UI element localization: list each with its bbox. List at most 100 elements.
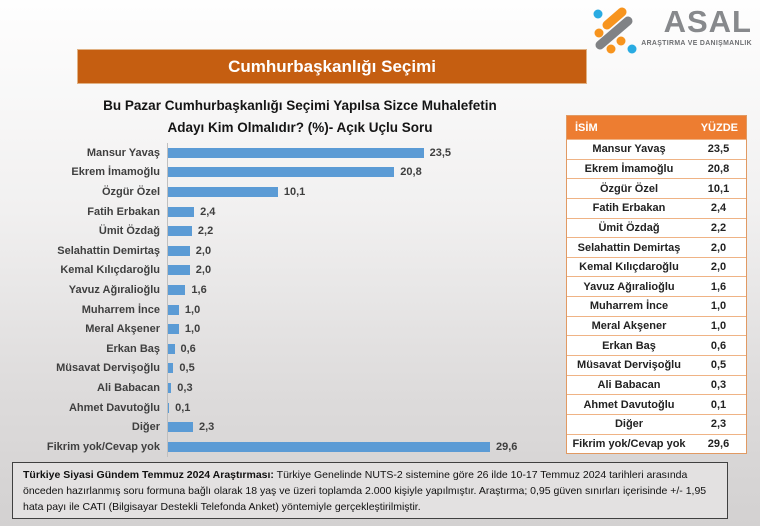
- table-cell-name: Fatih Erbakan: [592, 202, 666, 215]
- table-row: Mansur Yavaş 23,5: [567, 139, 746, 159]
- table-row: Kemal Kılıçdaroğlu 2,0: [567, 256, 746, 277]
- bar-track: 2,0: [167, 260, 560, 281]
- table-cell-value: 29,6: [707, 437, 730, 450]
- table-row: Ekrem İmamoğlu 20,8: [567, 158, 746, 179]
- bar-category-label: Fikrim yok/Cevap yok: [46, 440, 160, 453]
- bar-track: 10,1: [167, 182, 560, 202]
- bar-value-label: 1,0: [184, 303, 201, 316]
- table-row: Ahmet Davutoğlu 0,1: [567, 394, 746, 414]
- bar-category-label: Ahmet Davutoğlu: [68, 401, 160, 414]
- asal-logo-text: ASAL ARAŞTIRMA VE DANIŞMANLIK: [641, 4, 752, 46]
- bar-value-label: 2,3: [199, 421, 215, 434]
- chart-row: Fikrim yok/Cevap yok 29,6: [8, 436, 560, 457]
- table-row: Selahattin Demirtaş 2,0: [567, 237, 746, 257]
- asal-logo: ASAL ARAŞTIRMA VE DANIŞMANLIK: [591, 4, 752, 54]
- table-cell-name: Fikrim yok/Cevap yok: [572, 437, 686, 450]
- bar-category-label: Müsavat Dervişoğlu: [56, 362, 160, 375]
- bar-value-label: 1,0: [184, 323, 201, 336]
- table-cell-value: 2,3: [710, 418, 727, 431]
- table-cell-name: Ahmet Davutoğlu: [583, 398, 675, 411]
- bar-value-label: 20,8: [400, 166, 422, 179]
- table-cell-name: Kemal Kılıçdaroğlu: [579, 261, 679, 274]
- chart-row: Ahmet Davutoğlu 0,1: [8, 397, 560, 418]
- table-cell-name: Özgür Özel: [599, 182, 659, 195]
- table-cell-name: Ali Babacan: [597, 379, 661, 391]
- section-banner: Cumhurbaşkanlığı Seçimi: [77, 49, 587, 84]
- table-cell-name: Erkan Baş: [602, 339, 656, 352]
- bar-value-label: 10,1: [283, 185, 306, 198]
- bar: [168, 186, 278, 197]
- bar: [168, 324, 179, 335]
- table-cell-name: Diğer: [614, 418, 644, 431]
- table-cell-name: Ümit Özdağ: [598, 221, 660, 234]
- bar-rows: Mansur Yavaş 23,5 Ekrem İmamoğlu 20,8 Özgür …: [8, 143, 560, 457]
- bar-category-label: Fatih Erbakan: [87, 205, 160, 218]
- bar-category-label: Muharrem İnce: [81, 303, 160, 316]
- bar: [168, 284, 186, 295]
- asal-logo-name: ASAL: [663, 4, 752, 39]
- chart-row: Muharrem İnce 1,0: [8, 299, 560, 320]
- bar-value-label: 23,5: [429, 146, 452, 159]
- results-table-header-name: İSİM: [575, 121, 598, 134]
- bar-category-label: Kemal Kılıçdaroğlu: [60, 264, 160, 277]
- table-cell-value: 1,0: [710, 300, 727, 313]
- bar-category-label: Selahattin Demirtaş: [57, 244, 160, 257]
- bar-category-label: Meral Akşener: [85, 323, 160, 336]
- results-table-header-value: YÜZDE: [700, 121, 738, 134]
- table-cell-name: Müsavat Dervişoğlu: [577, 359, 681, 372]
- bar: [168, 167, 395, 178]
- chart-row: Ümit Özdağ 2,2: [8, 221, 560, 241]
- bar-category-label: Mansur Yavaş: [86, 146, 160, 159]
- table-cell-name: Selahattin Demirtaş: [577, 241, 681, 254]
- methodology-footnote-text: Türkiye Genelinde NUTS-2 sistemine göre …: [23, 469, 707, 513]
- chart-question-line1: Bu Pazar Cumhurbaşkanlığı Seçimi Yapılsa…: [103, 98, 497, 113]
- bar: [168, 245, 190, 256]
- table-cell-name: Mansur Yavaş: [592, 143, 666, 156]
- table-row: Fikrim yok/Cevap yok 29,6: [567, 433, 746, 454]
- bar-category-label: Özgür Özel: [101, 185, 160, 198]
- bar-track: 1,0: [167, 299, 560, 320]
- table-cell-value: 1,6: [710, 280, 727, 293]
- bar-track: 0,1: [167, 397, 560, 418]
- table-cell-value: 10,1: [707, 182, 730, 195]
- table-cell-name: Yavuz Ağıralioğlu: [583, 280, 675, 293]
- chart-row: Fatih Erbakan 2,4: [8, 201, 560, 222]
- bar: [168, 363, 174, 374]
- bar-track: 0,5: [167, 358, 560, 379]
- table-row: Erkan Baş 0,6: [567, 335, 746, 356]
- results-table-header: İSİM YÜZDE: [567, 116, 746, 139]
- chart-row: Özgür Özel 10,1: [8, 182, 560, 202]
- table-cell-value: 0,1: [710, 398, 727, 411]
- bar-track: 0,6: [167, 338, 560, 359]
- table-cell-value: 0,6: [710, 339, 727, 352]
- bar-value-label: 0,5: [179, 362, 195, 375]
- bar: [168, 343, 175, 354]
- table-cell-name: Muharrem İnce: [589, 300, 669, 313]
- bar-value-label: 2,0: [195, 264, 212, 277]
- results-table: İSİM YÜZDE Mansur Yavaş 23,5 Ekrem İmamoğl…: [566, 115, 747, 455]
- bar-value-label: 2,4: [200, 205, 216, 218]
- table-cell-value: 23,5: [707, 143, 730, 156]
- bar: [168, 382, 172, 393]
- bar-track: 29,6: [167, 436, 560, 457]
- table-cell-name: Ekrem İmamoğlu: [584, 162, 674, 175]
- bar-value-label: 0,3: [177, 381, 193, 394]
- table-cell-value: 20,8: [707, 162, 730, 175]
- table-row: Ümit Özdağ 2,2: [567, 217, 746, 238]
- table-cell-name: Meral Akşener: [591, 320, 667, 333]
- bar: [168, 441, 490, 452]
- bar-track: 1,0: [167, 319, 560, 339]
- bar: [168, 304, 179, 315]
- table-cell-value: 0,5: [710, 359, 727, 372]
- bar-value-label: 29,6: [496, 440, 518, 453]
- table-row: Fatih Erbakan 2,4: [567, 197, 746, 218]
- bar-track: 23,5: [167, 143, 560, 163]
- chart-row: Müsavat Dervişoğlu 0,5: [8, 358, 560, 379]
- table-row: Meral Akşener 1,0: [567, 315, 746, 336]
- table-row: Müsavat Dervişoğlu 0,5: [567, 355, 746, 375]
- table-cell-value: 2,2: [710, 221, 727, 234]
- bar-track: 0,3: [167, 378, 560, 398]
- bar-value-label: 0,6: [180, 342, 196, 355]
- table-cell-value: 1,0: [710, 320, 727, 333]
- bar-track: 2,3: [167, 417, 560, 437]
